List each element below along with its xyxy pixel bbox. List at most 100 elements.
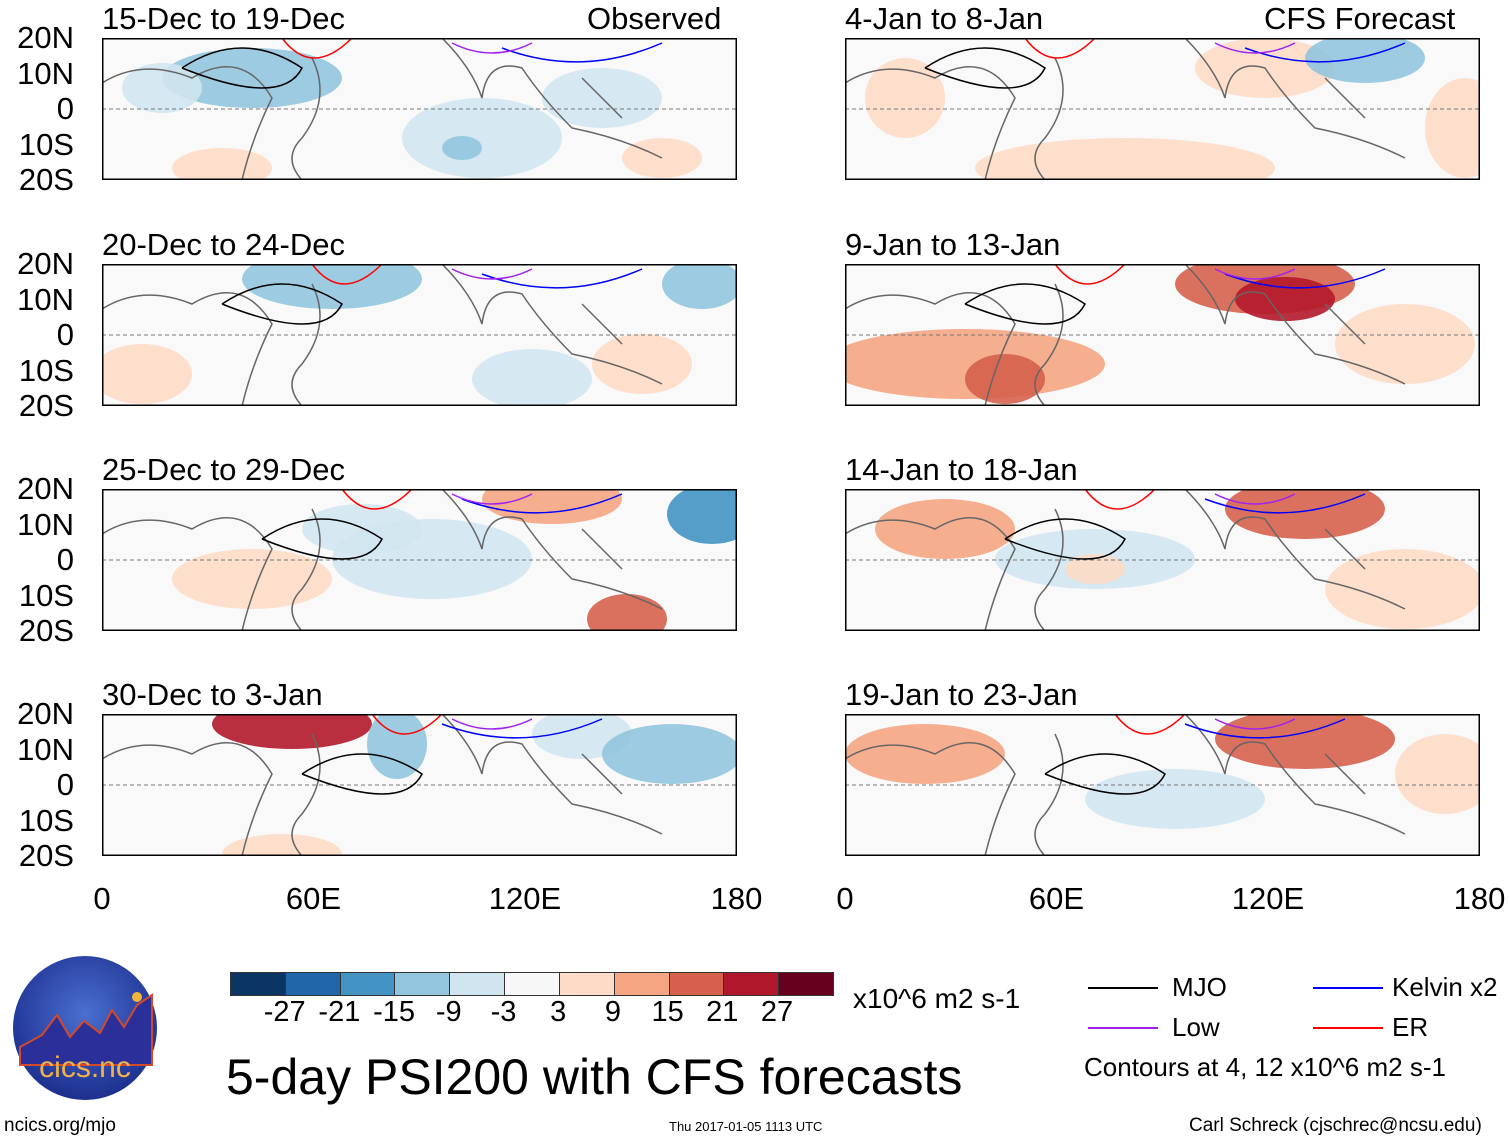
anomaly-shading — [242, 264, 422, 309]
lat-label: 10S — [18, 802, 74, 838]
colorbar-unit: x10^6 m2 s-1 — [853, 983, 1021, 1014]
anomaly-shading — [122, 63, 202, 113]
panel-title: 9-Jan to 13-Jan — [845, 227, 1061, 262]
panel-title: 14-Jan to 18-Jan — [845, 452, 1078, 487]
lat-label: 20S — [18, 613, 74, 648]
anomaly-shading — [367, 714, 427, 779]
legend-note: Contours at 4, 12 x10^6 m2 s-1 — [1084, 1052, 1446, 1082]
legend-mjo-label: MJO — [1172, 972, 1227, 1002]
panel-title: 25-Dec to 29-Dec — [102, 452, 345, 487]
contour-mjo — [964, 283, 1086, 325]
anomaly-shading — [1425, 78, 1480, 178]
anomaly-shading — [587, 594, 667, 631]
contour-er — [1024, 38, 1096, 59]
timestamp: Thu 2017-01-05 1113 UTC — [669, 1119, 823, 1134]
anomaly-shading — [442, 136, 482, 160]
contour-mjo — [1044, 753, 1166, 795]
colorbar-tick: -3 — [490, 996, 517, 1028]
colorbar-tick: -15 — [373, 996, 416, 1028]
contour-low — [1214, 718, 1296, 730]
map-panel — [845, 264, 1480, 406]
lon-label: 60E — [1028, 881, 1085, 916]
colorbar-swatch — [669, 973, 725, 995]
legend-low-label: Low — [1172, 1012, 1220, 1042]
map-panel — [102, 714, 737, 856]
contour-er — [341, 489, 413, 510]
panel-title: 19-Jan to 23-Jan — [845, 677, 1078, 712]
contour-mjo — [1004, 518, 1126, 560]
contour-mjo — [301, 753, 423, 795]
lat-label: 10N — [17, 731, 74, 767]
logo-text: cics.nc — [39, 1051, 131, 1084]
anomaly-shading — [1235, 277, 1335, 321]
colorbar-swatch — [285, 973, 341, 995]
contour-kelvin — [1244, 42, 1406, 63]
coastline — [845, 264, 1406, 406]
anomaly-shading — [865, 58, 945, 138]
anomaly-shading — [1335, 304, 1475, 384]
anomaly-shading — [162, 48, 342, 108]
coastline — [845, 489, 1406, 631]
map-panel — [102, 489, 737, 631]
colorbar-swatch — [724, 973, 780, 995]
colorbar-swatch — [395, 973, 451, 995]
forecast-label: CFS Forecast — [1264, 1, 1456, 36]
legend-er-line — [1313, 1027, 1383, 1029]
contour-er — [1114, 714, 1186, 735]
anomaly-shading — [662, 264, 737, 309]
map-panel — [845, 38, 1480, 180]
contour-er — [281, 38, 353, 59]
colorbar-tick: 27 — [760, 996, 794, 1028]
colorbar-tick: -9 — [435, 996, 462, 1028]
observed-label: Observed — [587, 1, 722, 36]
colorbar-swatch — [614, 973, 670, 995]
lon-label: 60E — [285, 881, 342, 916]
map-panel — [845, 489, 1480, 631]
contour-low — [1214, 42, 1296, 54]
colorbar-swatch — [505, 973, 560, 995]
panel-title: 15-Dec to 19-Dec — [102, 1, 345, 36]
coastline — [845, 714, 1406, 856]
website-link[interactable]: ncics.org/mjo — [4, 1115, 116, 1136]
colorbar-tick: 3 — [550, 996, 567, 1028]
contour-low — [451, 42, 533, 54]
coastline — [102, 38, 663, 180]
colorbar-swatch — [231, 973, 286, 995]
anomaly-shading — [482, 489, 622, 524]
colorbar-swatch — [340, 973, 396, 995]
colorbar — [230, 972, 834, 996]
lat-label: 20N — [17, 246, 74, 281]
lat-label: 0 — [56, 91, 74, 126]
main-title: 5-day PSI200 with CFS forecasts — [226, 1049, 963, 1105]
lat-label: 0 — [56, 542, 74, 577]
anomaly-shading — [172, 148, 272, 180]
legend-er-label: ER — [1392, 1012, 1429, 1042]
anomaly-shading — [1395, 734, 1480, 814]
lon-label: 120E — [488, 881, 562, 916]
contour-mjo — [261, 518, 383, 560]
anomaly-shading — [975, 138, 1275, 180]
map-panel — [102, 38, 737, 180]
lat-label: 10N — [17, 281, 74, 317]
anomaly-shading — [172, 549, 332, 609]
colorbar-tick: -27 — [263, 996, 306, 1028]
lat-label: 20S — [18, 388, 74, 423]
lat-label: 10S — [18, 352, 74, 388]
contour-low — [1214, 268, 1296, 280]
lat-label: 10N — [17, 55, 74, 91]
lat-label: 10S — [18, 577, 74, 613]
anomaly-shading — [212, 714, 372, 749]
panel-title: 4-Jan to 8-Jan — [845, 1, 1044, 36]
lon-label: 0 — [93, 881, 111, 916]
anomaly-shading — [875, 499, 1015, 559]
lat-label: 20N — [17, 20, 74, 55]
contour-mjo — [924, 47, 1046, 89]
panel-title: 20-Dec to 24-Dec — [102, 227, 345, 262]
lon-label: 0 — [836, 881, 854, 916]
legend-kelvin-label: Kelvin x2 — [1392, 972, 1498, 1002]
contour-mjo — [181, 47, 303, 89]
colorbar-tick: 21 — [706, 996, 739, 1028]
contour-er — [1084, 489, 1156, 510]
colorbar-tick: 15 — [651, 996, 684, 1028]
lon-label: 180 — [1453, 881, 1506, 916]
